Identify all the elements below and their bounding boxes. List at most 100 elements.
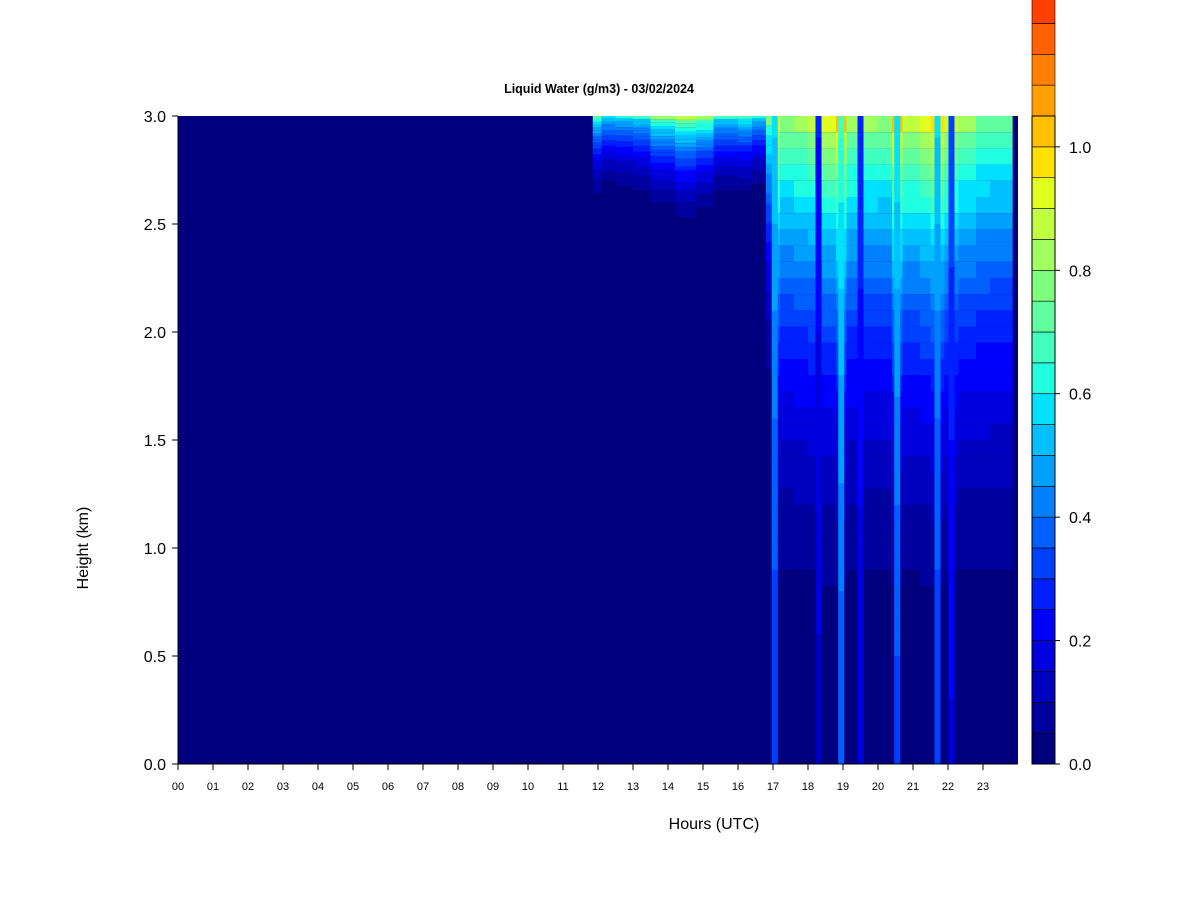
data-cell <box>752 164 766 168</box>
data-cell <box>878 213 892 230</box>
data-cell <box>878 310 892 327</box>
data-cell <box>766 271 773 282</box>
data-cell <box>780 213 794 230</box>
data-cell <box>650 162 675 167</box>
data-cell <box>675 263 696 268</box>
data-cell <box>976 683 990 700</box>
x-tick-label: 11 <box>557 781 568 793</box>
data-cell <box>771 656 778 679</box>
data-cell <box>675 123 696 128</box>
data-cell <box>696 217 714 222</box>
x-tick-label: 13 <box>627 781 639 793</box>
data-cell <box>860 602 878 619</box>
data-cell <box>948 288 955 311</box>
data-cell <box>696 119 714 124</box>
data-cell <box>822 342 836 359</box>
data-cell <box>958 602 976 619</box>
data-cell <box>838 310 845 333</box>
data-column <box>675 116 696 272</box>
data-cell <box>780 423 794 440</box>
data-cell <box>815 483 822 506</box>
data-cell <box>920 634 931 651</box>
data-cell <box>696 242 714 246</box>
data-cell <box>976 294 990 311</box>
data-cell <box>822 197 836 214</box>
data-cell <box>948 310 955 333</box>
data-cell <box>958 683 976 700</box>
data-cell <box>650 226 675 230</box>
data-cell <box>615 205 633 209</box>
data-peak <box>894 116 901 765</box>
data-cell <box>878 278 892 295</box>
data-cell <box>838 396 845 419</box>
data-cell <box>902 456 920 473</box>
data-cell <box>592 121 602 125</box>
data-cell <box>615 132 633 136</box>
data-cell <box>838 461 845 484</box>
data-cell <box>713 133 738 137</box>
data-cell <box>592 219 602 223</box>
data-cell <box>958 342 976 359</box>
data-cell <box>650 132 675 137</box>
data-cell <box>766 222 773 233</box>
data-cell <box>976 342 990 359</box>
data-cell <box>696 224 714 229</box>
data-column <box>633 116 651 235</box>
data-cell <box>738 169 752 173</box>
data-cell <box>752 172 766 176</box>
data-cell <box>846 197 861 214</box>
data-cell <box>633 148 651 152</box>
data-cell <box>878 261 892 278</box>
data-cell <box>958 504 976 521</box>
data-cell <box>713 166 738 170</box>
data-cell <box>976 407 990 424</box>
data-cell <box>815 548 822 571</box>
data-cell <box>948 656 955 679</box>
data-cell <box>815 180 822 203</box>
data-cell <box>857 612 864 635</box>
data-cell <box>615 160 633 164</box>
data-cell <box>948 245 955 268</box>
data-cell <box>857 677 864 700</box>
data-cell <box>822 456 836 473</box>
data-cell <box>815 569 822 592</box>
data-cell <box>752 140 766 143</box>
data-cell <box>794 618 808 635</box>
data-cell <box>633 172 651 176</box>
data-column <box>766 116 773 505</box>
data-cell <box>601 215 616 219</box>
data-cell <box>822 731 836 748</box>
data-cell <box>948 353 955 376</box>
colorbar-swatch <box>1031 578 1056 611</box>
plot-area <box>178 116 1018 765</box>
data-cell <box>771 310 778 333</box>
data-cell <box>990 488 1013 505</box>
data-cell <box>592 225 602 229</box>
data-cell <box>615 152 633 156</box>
data-cell <box>857 137 864 160</box>
data-cell <box>794 164 808 181</box>
data-cell <box>846 683 861 700</box>
colorbar-swatch <box>1031 23 1056 55</box>
data-cell <box>752 167 766 170</box>
data-cell <box>822 132 836 149</box>
data-cell <box>902 683 920 700</box>
data-cell <box>780 456 794 473</box>
data-cell <box>976 278 990 295</box>
data-cell <box>857 634 864 657</box>
data-cell <box>822 699 836 716</box>
data-cell <box>846 407 861 424</box>
data-cell <box>592 169 602 173</box>
data-cell <box>713 199 738 203</box>
data-cell <box>934 116 941 139</box>
data-cell <box>857 591 864 614</box>
data-cell <box>696 137 714 141</box>
data-cell <box>592 193 602 197</box>
data-cell <box>958 407 976 424</box>
data-cell <box>846 261 861 278</box>
data-cell <box>902 747 920 764</box>
data-cell <box>838 245 845 268</box>
data-cell <box>976 375 990 392</box>
data-column <box>615 116 633 229</box>
data-cell <box>601 137 616 141</box>
